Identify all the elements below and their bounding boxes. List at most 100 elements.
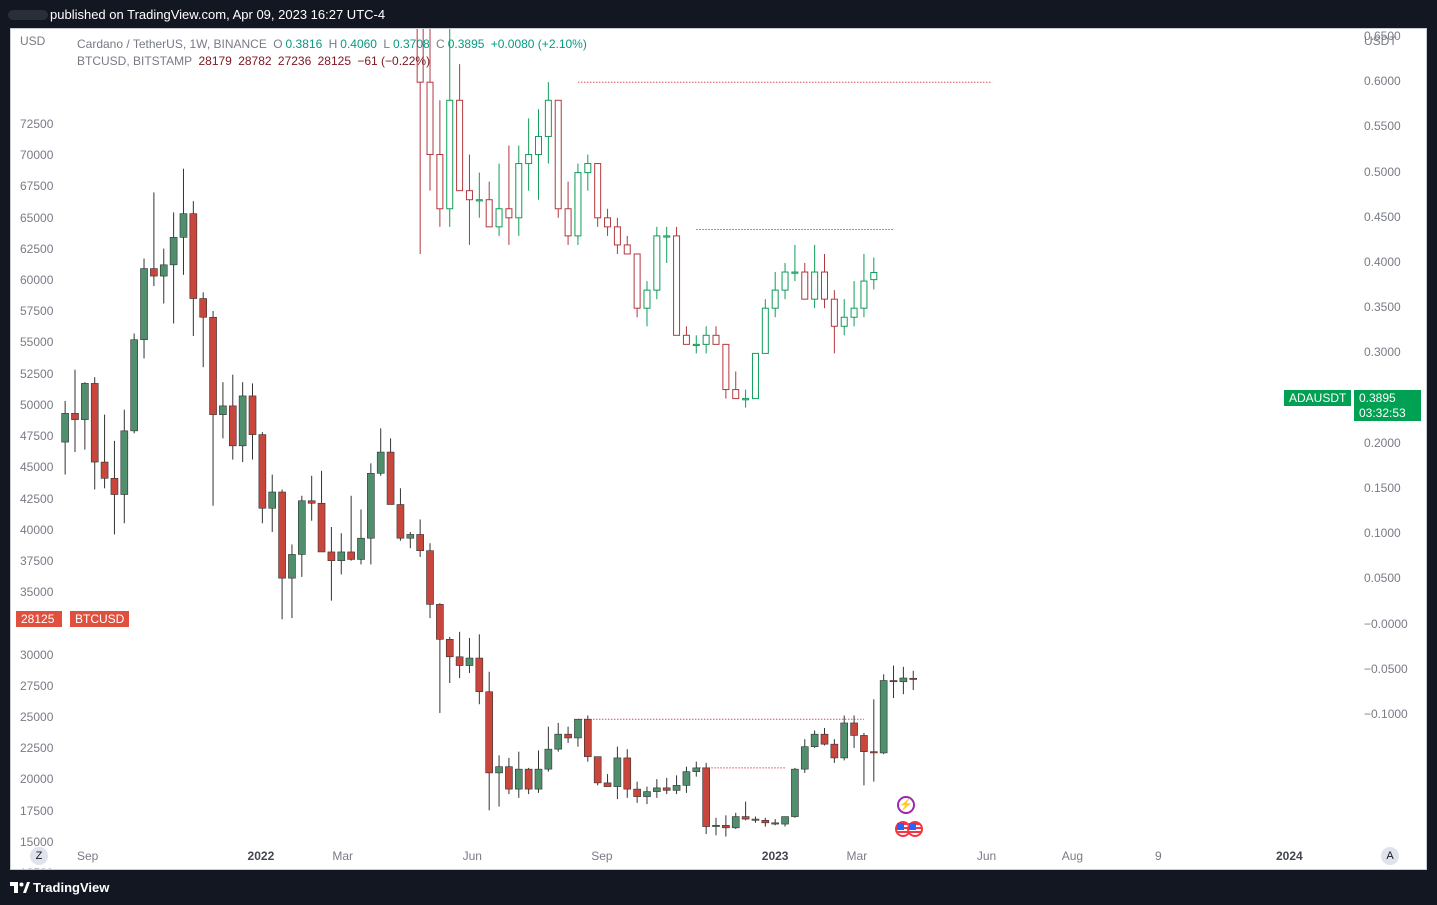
ada-candle — [604, 217, 612, 228]
ada-candle — [485, 199, 493, 228]
tradingview-brand[interactable]: TradingView — [33, 880, 110, 895]
right-axis-tick: 0.5500 — [1364, 119, 1401, 134]
btc-candle — [830, 743, 839, 759]
right-axis-tick: 0.2000 — [1364, 435, 1401, 450]
time-axis-label: 9 — [1155, 849, 1162, 863]
btc-candle — [347, 551, 355, 560]
legend-btc-change: −61 (−0.22%) — [357, 54, 431, 68]
ada-candle — [426, 81, 434, 156]
btc-price-badge: 28125 — [16, 611, 62, 627]
chart-legend: Cardano / TetherUS, 1W, BINANCE O 0.3816 … — [77, 36, 593, 70]
ada-candle — [475, 199, 483, 202]
left-axis-tick: 35000 — [20, 585, 54, 600]
ada-candle — [751, 352, 759, 400]
legend-ada-close: 0.3895 — [447, 37, 485, 51]
btc-candle — [81, 383, 89, 420]
legend-ada-open-label: O — [273, 37, 283, 51]
btc-candle — [396, 504, 405, 539]
us-flag-icon[interactable] — [907, 821, 923, 837]
btc-candle — [623, 757, 632, 790]
btc-candle — [781, 816, 789, 825]
ada-candle — [761, 307, 769, 354]
legend-btc-open: 28179 — [198, 54, 232, 68]
btc-candle — [90, 383, 99, 463]
btc-candle — [406, 534, 415, 539]
btc-candle — [712, 825, 720, 827]
legend-ada-low-label: L — [383, 37, 390, 51]
auto-scale-button[interactable]: A — [1381, 847, 1399, 865]
ada-candle — [446, 99, 454, 210]
chart-frame[interactable]: Cardano / TetherUS, 1W, BINANCE O 0.3816 … — [10, 28, 1427, 870]
published-text: published on TradingView.com, Apr 09, 20… — [50, 7, 386, 22]
btc-candle — [574, 718, 582, 739]
legend-ada-low: 0.3708 — [393, 37, 430, 51]
btc-candle — [593, 756, 602, 784]
ada-candle — [594, 163, 602, 219]
btc-candle — [692, 767, 701, 772]
event-lightning-icon[interactable]: ⚡ — [897, 796, 915, 814]
legend-row-ada: Cardano / TetherUS, 1W, BINANCE O 0.3816 … — [77, 36, 590, 53]
author-avatar[interactable] — [8, 10, 48, 20]
btc-candle — [140, 268, 148, 341]
time-axis-label: 2024 — [1276, 849, 1303, 863]
ada-candle — [870, 271, 878, 281]
btc-candle — [633, 788, 641, 797]
left-axis-tick: 60000 — [20, 273, 54, 288]
btc-candle — [643, 791, 651, 797]
ada-candle — [554, 99, 562, 210]
btc-candle — [534, 768, 543, 790]
right-axis-tick: 0.6500 — [1364, 29, 1401, 43]
right-axis-tick: 0.0500 — [1364, 571, 1401, 586]
legend-btc-name[interactable]: BTCUSD, BITSTAMP — [77, 54, 193, 68]
ada-candle — [663, 235, 671, 238]
left-axis-tick: 62500 — [20, 241, 54, 256]
btc-candle — [771, 822, 779, 825]
btc-candle — [445, 639, 454, 658]
btc-candle — [436, 604, 444, 640]
btc-candle — [722, 825, 730, 829]
btc-candle — [179, 213, 188, 238]
btc-candle — [761, 820, 770, 824]
legend-ada-name[interactable]: Cardano / TetherUS, 1W, BINANCE — [77, 37, 267, 51]
left-axis-tick: 12500 — [20, 866, 53, 869]
tradingview-logo-icon[interactable] — [10, 880, 30, 896]
ada-candle — [544, 99, 552, 137]
ada-candle — [840, 316, 848, 327]
btc-candle — [317, 502, 326, 553]
btc-candle — [731, 816, 740, 829]
ada-candle — [613, 226, 621, 246]
published-header: published on TradingView.com, Apr 09, 20… — [0, 0, 1437, 28]
btc-candle — [130, 339, 138, 432]
ada-candle — [732, 389, 740, 400]
legend-ada-high-label: H — [328, 37, 338, 51]
ada-candle — [820, 271, 828, 300]
ada-candle — [673, 235, 681, 336]
btc-candle — [662, 787, 671, 791]
btc-candle — [159, 264, 168, 277]
ada-candle — [781, 271, 789, 291]
ada-candle — [436, 154, 444, 210]
btc-candle — [189, 213, 198, 299]
ada-candle — [416, 29, 424, 83]
btc-candle — [495, 766, 503, 774]
ada-candle — [633, 253, 641, 309]
left-axis-tick: 57500 — [20, 304, 54, 319]
ada-candle — [653, 235, 661, 291]
candlestick-chart[interactable] — [11, 29, 1427, 870]
btc-candle — [386, 451, 395, 505]
footer: TradingView — [0, 871, 1437, 905]
btc-candle — [268, 491, 277, 509]
right-axis-tick: 0.4000 — [1364, 255, 1401, 269]
ada-candle — [623, 244, 631, 255]
zoom-toggle-button[interactable]: Z — [30, 847, 48, 865]
btc-candle — [110, 477, 119, 495]
btc-candle — [258, 434, 267, 509]
btc-candle — [357, 537, 365, 560]
ada-candle — [801, 271, 809, 300]
right-axis-unit: USDT — [1364, 34, 1397, 48]
btc-candle — [584, 718, 592, 757]
left-axis-tick: 47500 — [20, 429, 54, 444]
right-axis-tick: 0.4500 — [1364, 209, 1401, 224]
btc-candle — [702, 767, 710, 827]
ada-countdown-badge: 03:32:53 — [1354, 405, 1421, 421]
